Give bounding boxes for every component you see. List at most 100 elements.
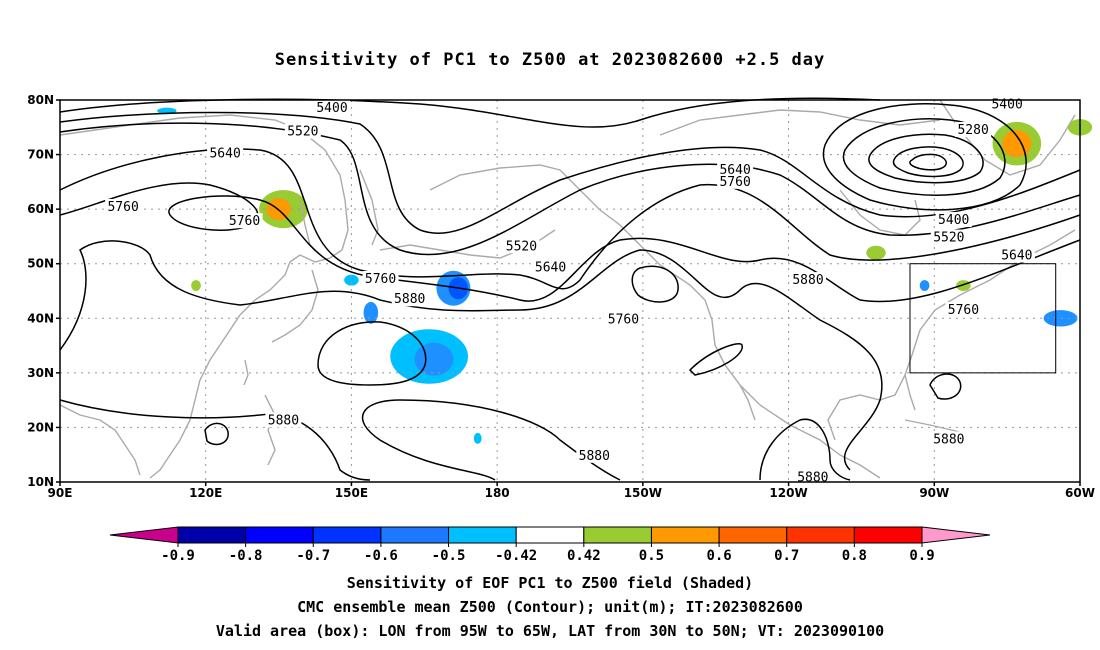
contour-label-bg bbox=[945, 302, 982, 318]
colorbar-bin bbox=[312, 526, 382, 544]
contour-label: 5520 bbox=[506, 239, 537, 254]
coast-south-asia bbox=[59, 404, 141, 476]
lat-tick-label: 80N bbox=[27, 93, 54, 107]
contour-label: 5880 bbox=[268, 413, 299, 428]
lat-tick-label: 30N bbox=[27, 366, 54, 380]
contour-line bbox=[59, 240, 883, 471]
coast-kamchatka bbox=[359, 169, 379, 246]
lat-tick-label: 60N bbox=[27, 202, 54, 216]
coast-north-america-west bbox=[429, 164, 841, 456]
contour-label-bg bbox=[391, 291, 428, 307]
colorbar-label: -0.42 bbox=[495, 548, 537, 564]
contour-label-bg bbox=[717, 161, 754, 177]
contour-label-bg bbox=[930, 431, 967, 447]
contour-label-bg bbox=[284, 123, 321, 139]
colorbar-bin bbox=[380, 526, 450, 544]
contour-label-bg bbox=[532, 259, 569, 275]
contour-line bbox=[688, 343, 743, 376]
contour-label: 5400 bbox=[938, 213, 969, 228]
coast-central-america bbox=[839, 454, 881, 479]
contour-label: 5760 bbox=[608, 312, 639, 327]
lat-tick-label: 40N bbox=[27, 311, 54, 325]
contour-label: 5760 bbox=[948, 303, 979, 318]
sensitivity-patch bbox=[473, 432, 482, 444]
contour-label: 5400 bbox=[991, 97, 1022, 112]
coast-hudson-bay bbox=[839, 189, 921, 236]
contour-label: 5760 bbox=[229, 214, 260, 229]
contour-label-bg bbox=[576, 447, 613, 463]
colorbar-bin bbox=[786, 526, 855, 544]
colorbar-low-extend bbox=[109, 526, 179, 544]
chart-title: Sensitivity of PC1 to Z500 at 2023082600… bbox=[274, 50, 826, 70]
lat-tick-label: 20N bbox=[27, 420, 54, 434]
contour-line bbox=[842, 118, 1006, 196]
colorbar: -0.9 -0.8 -0.7 -0.6 -0.5 -0.42 0.42 0.5 0.6 0.7 0.… bbox=[109, 526, 991, 564]
contour-line bbox=[892, 146, 964, 178]
contour-line bbox=[759, 418, 851, 481]
valid-area-box bbox=[909, 263, 1057, 374]
lat-tick-label: 10N bbox=[27, 475, 54, 489]
colorbar-bin bbox=[515, 526, 585, 544]
colorbar-label: 0.5 bbox=[639, 548, 664, 564]
contour-label: 5760 bbox=[365, 272, 396, 287]
contour-label-bg bbox=[790, 272, 826, 288]
coast-aleutians bbox=[379, 244, 501, 259]
lat-tick-label: 50N bbox=[27, 257, 54, 271]
contour-line bbox=[204, 422, 229, 446]
contour-labels: 5400 5520 5640 5760 5760 5520 5760 5880 5640 5640… bbox=[105, 96, 1035, 486]
colorbar-bin bbox=[650, 526, 720, 544]
colorbar-label: 0.42 bbox=[567, 548, 601, 564]
contour-label-bg bbox=[935, 212, 972, 228]
lon-tick-label: 90E bbox=[48, 486, 73, 500]
lon-tick-label: 150W bbox=[624, 486, 662, 500]
lon-tick-label: 60W bbox=[1065, 486, 1095, 500]
colorbar-label: -0.7 bbox=[296, 548, 330, 564]
contour-label: 5760 bbox=[107, 200, 138, 215]
lon-tick-label: 150E bbox=[335, 486, 368, 500]
contour-label-bg bbox=[207, 145, 244, 161]
colorbar-label: 0.6 bbox=[706, 548, 731, 564]
contour-label-bg bbox=[265, 412, 302, 428]
contour-label: 5640 bbox=[535, 261, 566, 276]
contour-line bbox=[59, 148, 1081, 290]
contour-line bbox=[317, 321, 427, 386]
caption-line-1: Sensitivity of EOF PC1 to Z500 field (Sh… bbox=[346, 574, 754, 592]
colorbar-label: -0.5 bbox=[432, 548, 466, 564]
contour-label: 5640 bbox=[209, 146, 240, 161]
lon-tick-label: 90W bbox=[919, 486, 949, 500]
lat-tick-label: 70N bbox=[27, 148, 54, 162]
contour-label: 5400 bbox=[316, 101, 347, 116]
sensitivity-patch bbox=[919, 280, 930, 291]
colorbar-high-extend bbox=[921, 526, 991, 544]
contour-label: 5880 bbox=[394, 292, 425, 307]
sensitivity-patch bbox=[866, 245, 886, 260]
contour-label-bg bbox=[717, 173, 754, 189]
contour-label: 5280 bbox=[957, 123, 988, 138]
contour-line bbox=[59, 122, 1081, 256]
contour-line bbox=[909, 153, 947, 171]
colorbar-bin bbox=[583, 526, 652, 544]
coast-cuba bbox=[904, 419, 961, 433]
coast-florida bbox=[904, 374, 916, 411]
contour-label: 5520 bbox=[933, 231, 964, 246]
colorbar-bin bbox=[718, 526, 788, 544]
contour-line bbox=[929, 373, 962, 400]
coast-arctic bbox=[659, 109, 941, 136]
caption-line-2: CMC ensemble mean Z500 (Contour); unit(m… bbox=[297, 598, 803, 616]
contour-label: 5760 bbox=[719, 175, 750, 190]
colorbar-bin bbox=[448, 526, 517, 544]
contour-line bbox=[631, 265, 679, 303]
coast-japan bbox=[271, 269, 319, 343]
lon-tick-label: 120E bbox=[189, 486, 222, 500]
contour-label-bg bbox=[605, 311, 642, 327]
contour-label: 5880 bbox=[792, 273, 823, 288]
coast-north-america-east bbox=[827, 229, 1076, 441]
coast-taiwan bbox=[243, 359, 249, 386]
contour-label: 5880 bbox=[797, 471, 828, 486]
colorbar-label: -0.9 bbox=[161, 548, 195, 564]
coast-sakhalin bbox=[299, 199, 311, 246]
contour-label-bg bbox=[930, 229, 967, 245]
contour-line bbox=[361, 399, 621, 481]
contour-label: 5640 bbox=[1001, 249, 1032, 264]
